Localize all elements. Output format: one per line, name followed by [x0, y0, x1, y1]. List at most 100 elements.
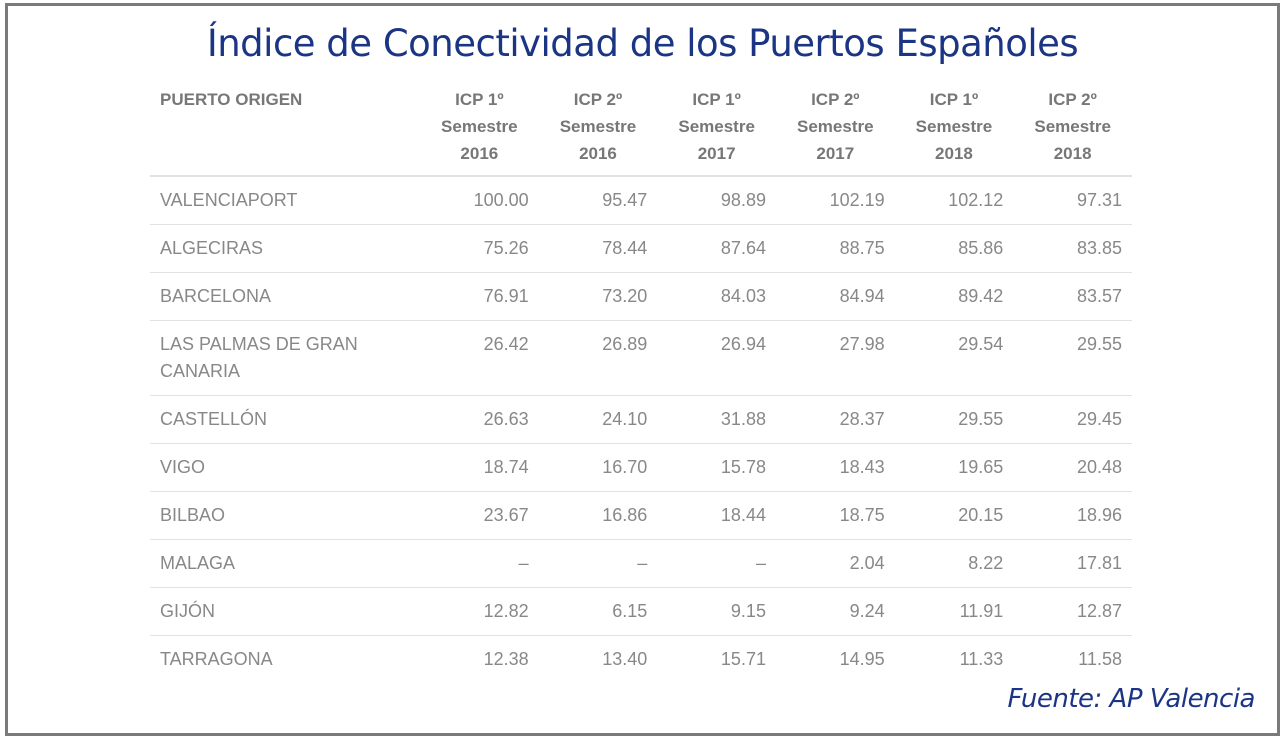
icp-value-cell: 76.91 — [420, 272, 539, 321]
icp-value-cell: 11.91 — [894, 587, 1014, 636]
image-frame — [5, 3, 1280, 736]
icp-value-cell: 29.54 — [894, 320, 1014, 396]
icp-value-cell: 95.47 — [538, 176, 658, 225]
icp-value-cell: 26.89 — [538, 320, 658, 396]
icp-value-cell: 102.19 — [775, 176, 895, 225]
icp-value-cell: 24.10 — [538, 395, 658, 444]
icp-value-cell: 75.26 — [420, 224, 539, 273]
table-row: BILBAO 23.67 16.86 18.44 18.75 20.15 18.96 — [150, 491, 1132, 540]
column-header-line: Semestre — [797, 117, 874, 136]
column-header-line: Semestre — [915, 117, 993, 136]
icp-value-cell: 98.89 — [657, 176, 776, 225]
icp-value-cell: 11.58 — [1078, 649, 1122, 669]
column-header-line: ICP 1º — [692, 90, 741, 109]
table-row: VIGO 18.74 16.70 15.78 18.43 19.65 20.48 — [150, 443, 1132, 492]
port-name-cell: VIGO — [150, 443, 420, 492]
icp-value-cell: 16.70 — [538, 443, 658, 492]
column-header-line: 2018 — [935, 144, 973, 163]
icp-value-cell: 26.42 — [420, 320, 539, 396]
table-row: LAS PALMAS DE GRAN CANARIA 26.42 26.89 26.9… — [150, 320, 1132, 396]
icp-value-cell: 17.81 — [1013, 539, 1132, 588]
icp-value-cell: 18.75 — [775, 491, 895, 540]
icp-value-cell: 9.15 — [657, 587, 776, 636]
icp-value-cell: 15.71 — [720, 649, 766, 669]
column-header-line: Semestre — [678, 117, 755, 136]
column-header-line: 2017 — [816, 144, 855, 163]
icp-value-cell: 18.43 — [775, 443, 895, 492]
icp-value-cell: 97.31 — [1013, 176, 1132, 225]
table-row: TARRAGONA 12.38 13.40 15.71 14.95 11.33 11.58 — [150, 636, 1132, 684]
icp-value-cell: 19.65 — [894, 443, 1014, 492]
icp-value-cell: 29.55 — [894, 395, 1014, 444]
icp-value-cell: 87.64 — [657, 224, 776, 273]
icp-value-cell: 8.22 — [894, 539, 1014, 588]
column-header-line: ICP 2º — [811, 90, 860, 109]
icp-value-cell: 26.63 — [420, 395, 539, 444]
port-name-cell: TARRAGONA — [160, 649, 273, 669]
port-name-cell: BARCELONA — [150, 272, 420, 321]
column-header-line: 2016 — [460, 144, 499, 163]
icp-value-cell: 29.55 — [1013, 320, 1132, 396]
icp-value-cell: 12.87 — [1013, 587, 1132, 636]
column-header-line: 2018 — [1053, 144, 1092, 163]
table-row: CASTELLÓN 26.63 24.10 31.88 28.37 29.55 29.45 — [150, 395, 1132, 444]
column-header-line: 2017 — [697, 144, 736, 163]
page-title: Índice de Conectividad de los Puertos Es… — [206, 22, 1079, 65]
icp-value-cell: 83.85 — [1013, 224, 1132, 273]
icp-value-cell: 23.67 — [420, 491, 539, 540]
icp-value-cell: 12.38 — [483, 649, 529, 669]
icp-value-cell: 73.20 — [538, 272, 658, 321]
column-header: ICP 2º Semestre 2017 — [775, 84, 895, 177]
icp-value-cell: 29.45 — [1013, 395, 1132, 444]
column-header: ICP 1º Semestre 2017 — [657, 84, 776, 177]
connectivity-table: PUERTO ORIGEN ICP 1º Semestre 2016 ICP 2º Sem… — [150, 84, 1132, 683]
column-header: PUERTO ORIGEN — [150, 84, 420, 177]
column-header-line: 2016 — [579, 144, 617, 163]
icp-value-cell: 13.40 — [602, 649, 648, 669]
icp-value-cell: 18.74 — [420, 443, 539, 492]
icp-value-cell: 20.48 — [1013, 443, 1132, 492]
column-header: ICP 2º Semestre 2018 — [1013, 84, 1132, 177]
icp-value-cell: 18.44 — [657, 491, 776, 540]
icp-value-cell: 20.15 — [894, 491, 1014, 540]
icp-value-cell: 85.86 — [894, 224, 1014, 273]
port-name-cell: ALGECIRAS — [150, 224, 420, 273]
icp-value-cell: – — [420, 539, 539, 588]
icp-value-cell: – — [657, 539, 776, 588]
table-row: GIJÓN 12.82 6.15 9.15 9.24 11.91 12.87 — [150, 587, 1132, 636]
column-header-line: Semestre — [441, 117, 518, 136]
port-name-cell: LAS PALMAS DE GRAN CANARIA — [150, 320, 420, 396]
port-name-cell: VALENCIAPORT — [150, 176, 420, 225]
column-header: ICP 1º Semestre 2016 — [420, 84, 539, 177]
table-row: VALENCIAPORT 100.00 95.47 98.89 102.19 102.12… — [150, 176, 1132, 225]
source-note: Fuente: AP Valencia — [1007, 684, 1255, 714]
icp-value-cell: 2.04 — [775, 539, 895, 588]
table-row: MALAGA – – –2.04 8.22 17.81 — [150, 539, 1132, 588]
port-name-cell: BILBAO — [150, 491, 420, 540]
icp-value-cell: 89.42 — [894, 272, 1014, 321]
table-row: BARCELONA 76.91 73.20 84.03 84.94 89.42 83.57 — [150, 272, 1132, 321]
table-header-row: PUERTO ORIGEN ICP 1º Semestre 2016 ICP 2º Sem… — [150, 84, 1132, 177]
port-name-cell: CASTELLÓN — [150, 395, 420, 444]
port-name-cell: GIJÓN — [150, 587, 420, 636]
icp-value-cell: 12.82 — [420, 587, 539, 636]
column-header-line: Semestre — [1034, 117, 1111, 136]
port-name-cell: MALAGA — [150, 539, 420, 588]
column-header-line: ICP 1º — [455, 90, 504, 109]
icp-value-cell: 15.78 — [657, 443, 776, 492]
table-row: ALGECIRAS 75.26 78.44 87.64 88.75 85.86 83.85 — [150, 224, 1132, 273]
column-header-line: ICP 1º — [929, 90, 979, 109]
icp-value-cell: 83.57 — [1013, 272, 1132, 321]
icp-value-cell: 6.15 — [538, 587, 658, 636]
icp-value-cell: 28.37 — [775, 395, 895, 444]
column-header-line: ICP 2º — [1048, 90, 1097, 109]
icp-value-cell: 14.95 — [839, 649, 885, 669]
icp-value-cell: 18.96 — [1013, 491, 1132, 540]
icp-value-cell: – — [538, 539, 658, 588]
icp-value-cell: 102.12 — [894, 176, 1014, 225]
icp-value-cell: 16.86 — [538, 491, 658, 540]
icp-value-cell: 100.00 — [420, 176, 539, 225]
column-header-line: Semestre — [559, 117, 637, 136]
icp-value-cell: 78.44 — [538, 224, 658, 273]
icp-value-cell: 11.33 — [959, 649, 1004, 669]
